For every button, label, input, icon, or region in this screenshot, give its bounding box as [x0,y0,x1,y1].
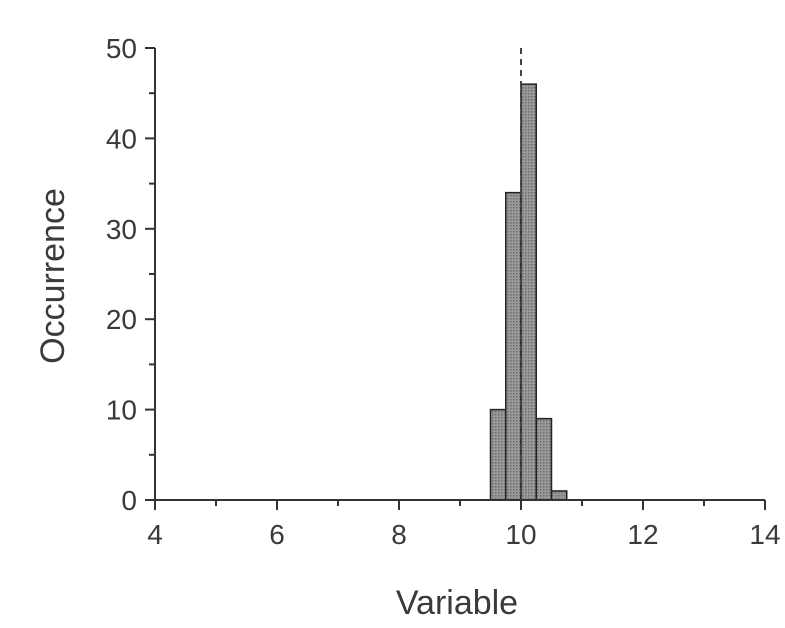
histogram-bar-4 [535,417,553,501]
y-axis-title: Occurrence [34,188,72,364]
histogram-bar-2 [505,191,522,501]
y-ticks-group: 0 10 20 30 40 50 [106,33,155,516]
y-tick-label-10: 10 [106,395,137,426]
bars-group [489,83,568,501]
y-tick-label-40: 40 [106,123,137,154]
histogram-bar-1 [489,408,507,501]
histogram-bar-5 [550,490,568,501]
x-tick-label-10: 10 [505,519,536,550]
x-tick-label-14: 14 [749,519,780,550]
axes-group [154,48,765,501]
x-axis-title: Variable [396,584,518,622]
x-ticks-group: 4 6 8 10 12 14 [147,500,781,550]
x-tick-label-8: 8 [391,519,407,550]
x-tick-label-6: 6 [269,519,285,550]
y-tick-label-30: 30 [106,214,137,245]
x-tick-label-4: 4 [147,519,163,550]
x-tick-label-12: 12 [627,519,658,550]
histogram-bar-3 [520,83,537,501]
y-tick-label-20: 20 [106,304,137,335]
y-tick-label-0: 0 [121,485,137,516]
y-tick-label-50: 50 [106,33,137,64]
